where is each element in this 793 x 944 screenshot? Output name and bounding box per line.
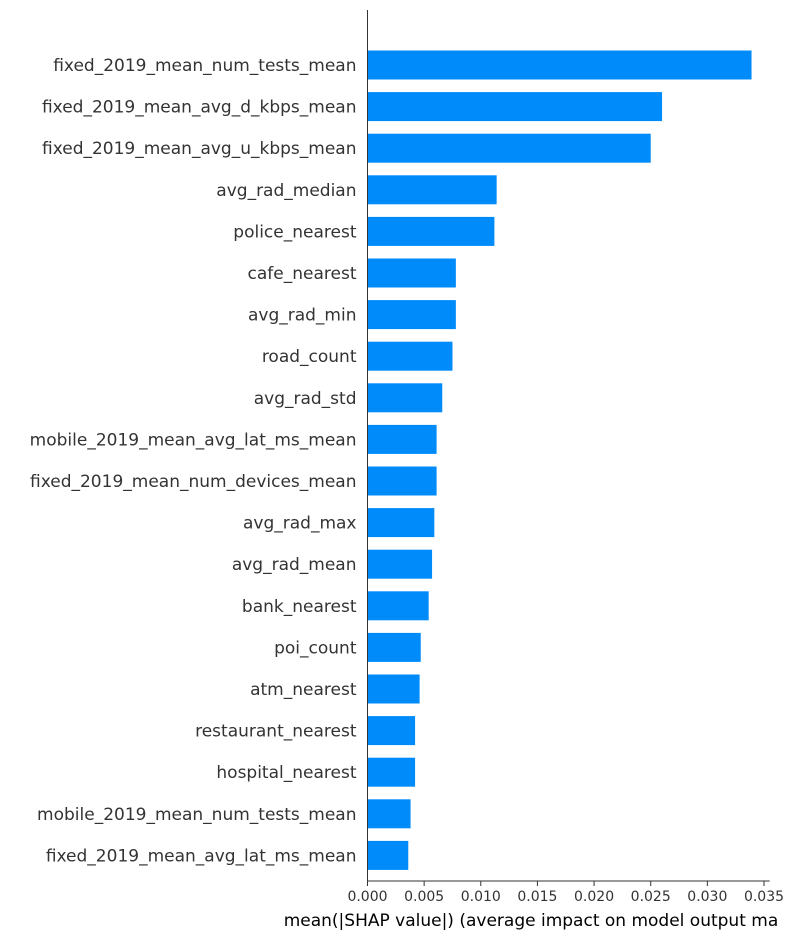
bar-hospital_nearest [367, 757, 416, 787]
category-label: mobile_2019_mean_avg_lat_ms_mean [30, 430, 357, 450]
bar-fixed_2019_mean_num_devices_mean [367, 466, 437, 496]
category-label: mobile_2019_mean_num_tests_mean [37, 805, 356, 825]
category-labels-layer: fixed_2019_mean_num_tests_mean fixed_2019… [30, 56, 357, 866]
bar-bank_nearest [367, 591, 429, 621]
bar-road_count [367, 341, 453, 371]
bar-avg_rad_std [367, 383, 443, 413]
category-label: avg_rad_mean [232, 555, 357, 575]
bar-fixed_2019_mean_avg_u_kbps_mean [367, 133, 651, 163]
x-tick-label: 0.025 [631, 889, 671, 905]
category-label: avg_rad_median [216, 181, 356, 201]
category-label: atm_nearest [250, 680, 357, 700]
category-label: poi_count [274, 638, 357, 658]
bar-cafe_nearest [367, 258, 456, 288]
category-label: avg_rad_min [248, 306, 357, 326]
bar-restaurant_nearest [367, 716, 416, 746]
x-tick-label: 0.020 [574, 889, 614, 905]
bars-layer [367, 50, 752, 870]
category-label: police_nearest [233, 222, 357, 242]
bar-mobile_2019_mean_num_tests_mean [367, 799, 411, 829]
category-label: fixed_2019_mean_num_tests_mean [53, 56, 356, 76]
bar-fixed_2019_mean_avg_d_kbps_mean [367, 92, 663, 122]
category-label: avg_rad_std [254, 389, 357, 409]
bar-atm_nearest [367, 674, 420, 704]
bar-mobile_2019_mean_avg_lat_ms_mean [367, 424, 437, 454]
category-label: cafe_nearest [248, 264, 357, 284]
bar-avg_rad_median [367, 175, 497, 205]
x-tick-label: 0.015 [517, 889, 557, 905]
bar-avg_rad_mean [367, 549, 433, 579]
category-label: road_count [262, 347, 357, 367]
bar-fixed_2019_mean_avg_lat_ms_mean [367, 840, 409, 870]
x-axis-label: mean(|SHAP value|) (average impact on mo… [284, 911, 779, 931]
category-label: fixed_2019_mean_avg_u_kbps_mean [42, 139, 357, 159]
x-tick-label: 0.005 [404, 889, 444, 905]
category-label: hospital_nearest [216, 763, 356, 783]
bar-poi_count [367, 632, 421, 662]
x-tick-label: 0.000 [347, 889, 387, 905]
category-label: restaurant_nearest [195, 722, 357, 742]
category-label: fixed_2019_mean_num_devices_mean [30, 472, 357, 492]
x-tick-label: 0.035 [744, 889, 784, 905]
bar-police_nearest [367, 216, 495, 246]
category-label: fixed_2019_mean_avg_d_kbps_mean [42, 98, 357, 118]
x-tick-label: 0.010 [461, 889, 501, 905]
bar-avg_rad_max [367, 508, 435, 538]
x-axis: 0.000 0.005 0.010 0.015 0.020 0.025 0.030 0.035 [347, 10, 784, 905]
bar-fixed_2019_mean_num_tests_mean [367, 50, 752, 80]
category-label: avg_rad_max [243, 514, 357, 534]
category-label: bank_nearest [242, 597, 357, 617]
bar-avg_rad_min [367, 300, 456, 330]
x-tick-label: 0.030 [687, 889, 727, 905]
category-label: fixed_2019_mean_avg_lat_ms_mean [46, 846, 357, 866]
